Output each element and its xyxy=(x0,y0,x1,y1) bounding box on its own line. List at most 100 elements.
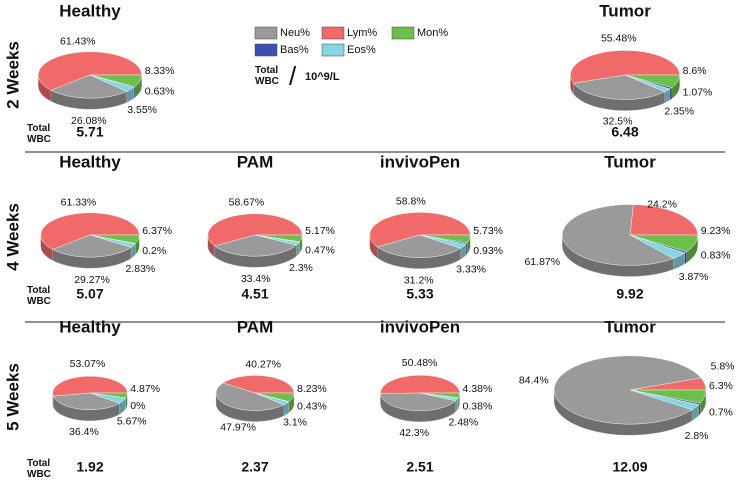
slice-side xyxy=(698,402,701,416)
row-label: 2 Weeks xyxy=(3,41,22,109)
value-label: 3.55% xyxy=(127,104,157,116)
value-label: 31.2% xyxy=(404,274,434,286)
value-label: 0.38% xyxy=(463,401,493,413)
legend-swatch xyxy=(254,26,278,40)
slice xyxy=(629,204,698,236)
slice xyxy=(553,355,702,425)
value-label: 58.67% xyxy=(229,197,265,209)
slice xyxy=(215,382,285,411)
value-label: 40.27% xyxy=(245,358,281,370)
slice xyxy=(376,234,462,258)
total-wbc: 5.07 xyxy=(76,286,103,302)
chart-title: Tumor xyxy=(604,317,656,336)
value-label: 8.33% xyxy=(145,65,175,77)
slice-side xyxy=(465,242,468,256)
value-label: 32.5% xyxy=(603,116,633,128)
total-wbc-label: Total WBC xyxy=(27,123,51,145)
value-label: 58.8% xyxy=(396,195,426,207)
value-label: 5.8% xyxy=(711,361,735,373)
slice xyxy=(52,376,128,397)
value-label: 8.6% xyxy=(683,65,707,77)
chart-title: Healthy xyxy=(59,152,121,171)
value-label: 2.35% xyxy=(664,105,694,117)
chart-title: Tumor xyxy=(604,152,656,171)
value-label: 1.07% xyxy=(683,86,713,98)
value-label: 55.48% xyxy=(601,33,637,45)
value-label: 5.17% xyxy=(305,225,335,237)
value-label: 4.87% xyxy=(130,383,160,395)
value-label: 5.73% xyxy=(473,225,503,237)
slice xyxy=(50,74,128,99)
value-label: 0.7% xyxy=(709,407,733,419)
slice-side xyxy=(684,251,687,265)
value-label: 33.4% xyxy=(241,273,271,285)
value-label: 50.48% xyxy=(402,357,438,369)
legend-label: Neu% xyxy=(280,27,310,39)
value-label: 47.97% xyxy=(220,422,256,434)
value-label: 0.83% xyxy=(701,250,731,262)
slice xyxy=(562,204,674,266)
total-wbc: 5.71 xyxy=(76,124,103,140)
chart-title: invivoPen xyxy=(380,317,460,336)
slice xyxy=(207,213,303,247)
row-label: 4 Weeks xyxy=(3,203,22,271)
value-label: 0.43% xyxy=(297,400,327,412)
chart-title: Healthy xyxy=(59,317,121,336)
value-label: 0.93% xyxy=(473,245,503,257)
legend-unit: 10^9/L xyxy=(305,71,340,83)
total-wbc-label: Total WBC xyxy=(27,458,51,480)
value-label: 24.2% xyxy=(647,198,677,210)
value-label: 0.63% xyxy=(145,86,175,98)
total-wbc: 1.92 xyxy=(76,459,103,475)
value-label: 3.1% xyxy=(283,416,307,428)
value-label: 61.43% xyxy=(60,36,96,48)
value-label: 61.33% xyxy=(61,197,97,209)
legend-label: Lym% xyxy=(347,27,377,39)
value-label: 84.4% xyxy=(519,374,549,386)
value-label: 2.48% xyxy=(448,417,478,429)
chart-title: PAM xyxy=(237,317,274,336)
legend-label: Mon% xyxy=(417,27,448,39)
legend-swatch xyxy=(391,26,415,40)
legend-label: Bas% xyxy=(280,44,309,56)
chart-title: Healthy xyxy=(59,1,121,20)
slice xyxy=(53,392,120,410)
total-wbc: 12.09 xyxy=(612,459,647,475)
slice xyxy=(222,375,295,394)
value-label: 2.83% xyxy=(125,263,155,275)
value-label: 53.07% xyxy=(70,358,106,370)
slice xyxy=(38,51,142,91)
total-wbc: 5.33 xyxy=(406,286,433,302)
slice xyxy=(40,212,140,250)
legend-swatch xyxy=(321,26,345,40)
legend-total-label: Total WBC xyxy=(255,65,279,87)
total-wbc: 2.37 xyxy=(241,459,268,475)
legend-slash: / xyxy=(289,61,297,91)
chart-title: Tumor xyxy=(599,1,651,20)
value-label: 8.23% xyxy=(297,383,327,395)
value-label: 6.3% xyxy=(709,380,733,392)
chart-title: invivoPen xyxy=(380,152,460,171)
value-label: 26.08% xyxy=(71,115,107,127)
value-label: 2.3% xyxy=(289,262,313,274)
value-label: 6.37% xyxy=(142,225,172,237)
total-wbc-label: Total WBC xyxy=(27,285,51,307)
total-wbc: 4.51 xyxy=(241,286,268,302)
value-label: 3.87% xyxy=(679,271,709,283)
chart-title: PAM xyxy=(237,152,274,171)
legend-swatch xyxy=(254,43,278,57)
slice-side xyxy=(133,86,135,99)
slice xyxy=(214,234,297,257)
legend-label: Eos% xyxy=(347,44,376,56)
value-label: 29.27% xyxy=(74,274,110,286)
value-label: 0.2% xyxy=(142,245,166,257)
value-label: 36.4% xyxy=(69,426,99,438)
value-label: 9.23% xyxy=(701,225,731,237)
slice xyxy=(573,74,666,100)
value-label: 0.47% xyxy=(305,244,335,256)
total-wbc: 2.51 xyxy=(406,459,433,475)
value-label: 4.38% xyxy=(463,383,493,395)
legend-swatch xyxy=(321,43,345,57)
total-wbc: 6.48 xyxy=(611,124,638,140)
